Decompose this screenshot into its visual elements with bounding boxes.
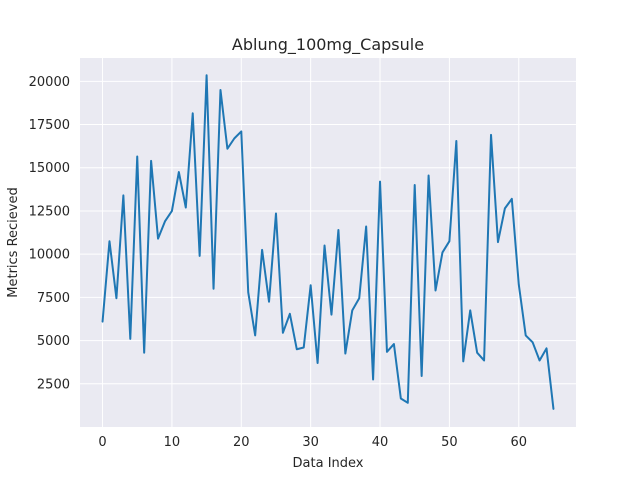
- y-tick-label: 10000: [29, 248, 70, 263]
- x-tick-label: 30: [302, 435, 319, 450]
- x-tick-label: 50: [441, 435, 458, 450]
- y-tick-label: 7500: [37, 291, 70, 306]
- x-axis-label: Data Index: [293, 456, 364, 471]
- y-tick-label: 15000: [29, 161, 70, 176]
- chart-title: Ablung_100mg_Capsule: [232, 35, 424, 55]
- series-line: [101, 74, 555, 410]
- x-tick-label: 10: [164, 435, 181, 450]
- y-tick-label: 20000: [29, 75, 70, 90]
- y-axis-label: Metrics Recieved: [6, 187, 21, 297]
- plot-background: [80, 58, 576, 427]
- series-layer: [101, 74, 555, 410]
- x-tick-label: 20: [233, 435, 250, 450]
- x-tick-label: 40: [372, 435, 389, 450]
- x-tick-label: 60: [510, 435, 527, 450]
- y-tick-label: 2500: [37, 377, 70, 392]
- y-tick-label: 5000: [37, 334, 70, 349]
- y-tick-label: 17500: [29, 118, 70, 133]
- tick-labels: 0 10 20 30 40 50 60 2500 5000 7500 10000 12500 15000…: [29, 75, 527, 450]
- x-tick-label: 0: [98, 435, 106, 450]
- y-tick-label: 12500: [29, 204, 70, 219]
